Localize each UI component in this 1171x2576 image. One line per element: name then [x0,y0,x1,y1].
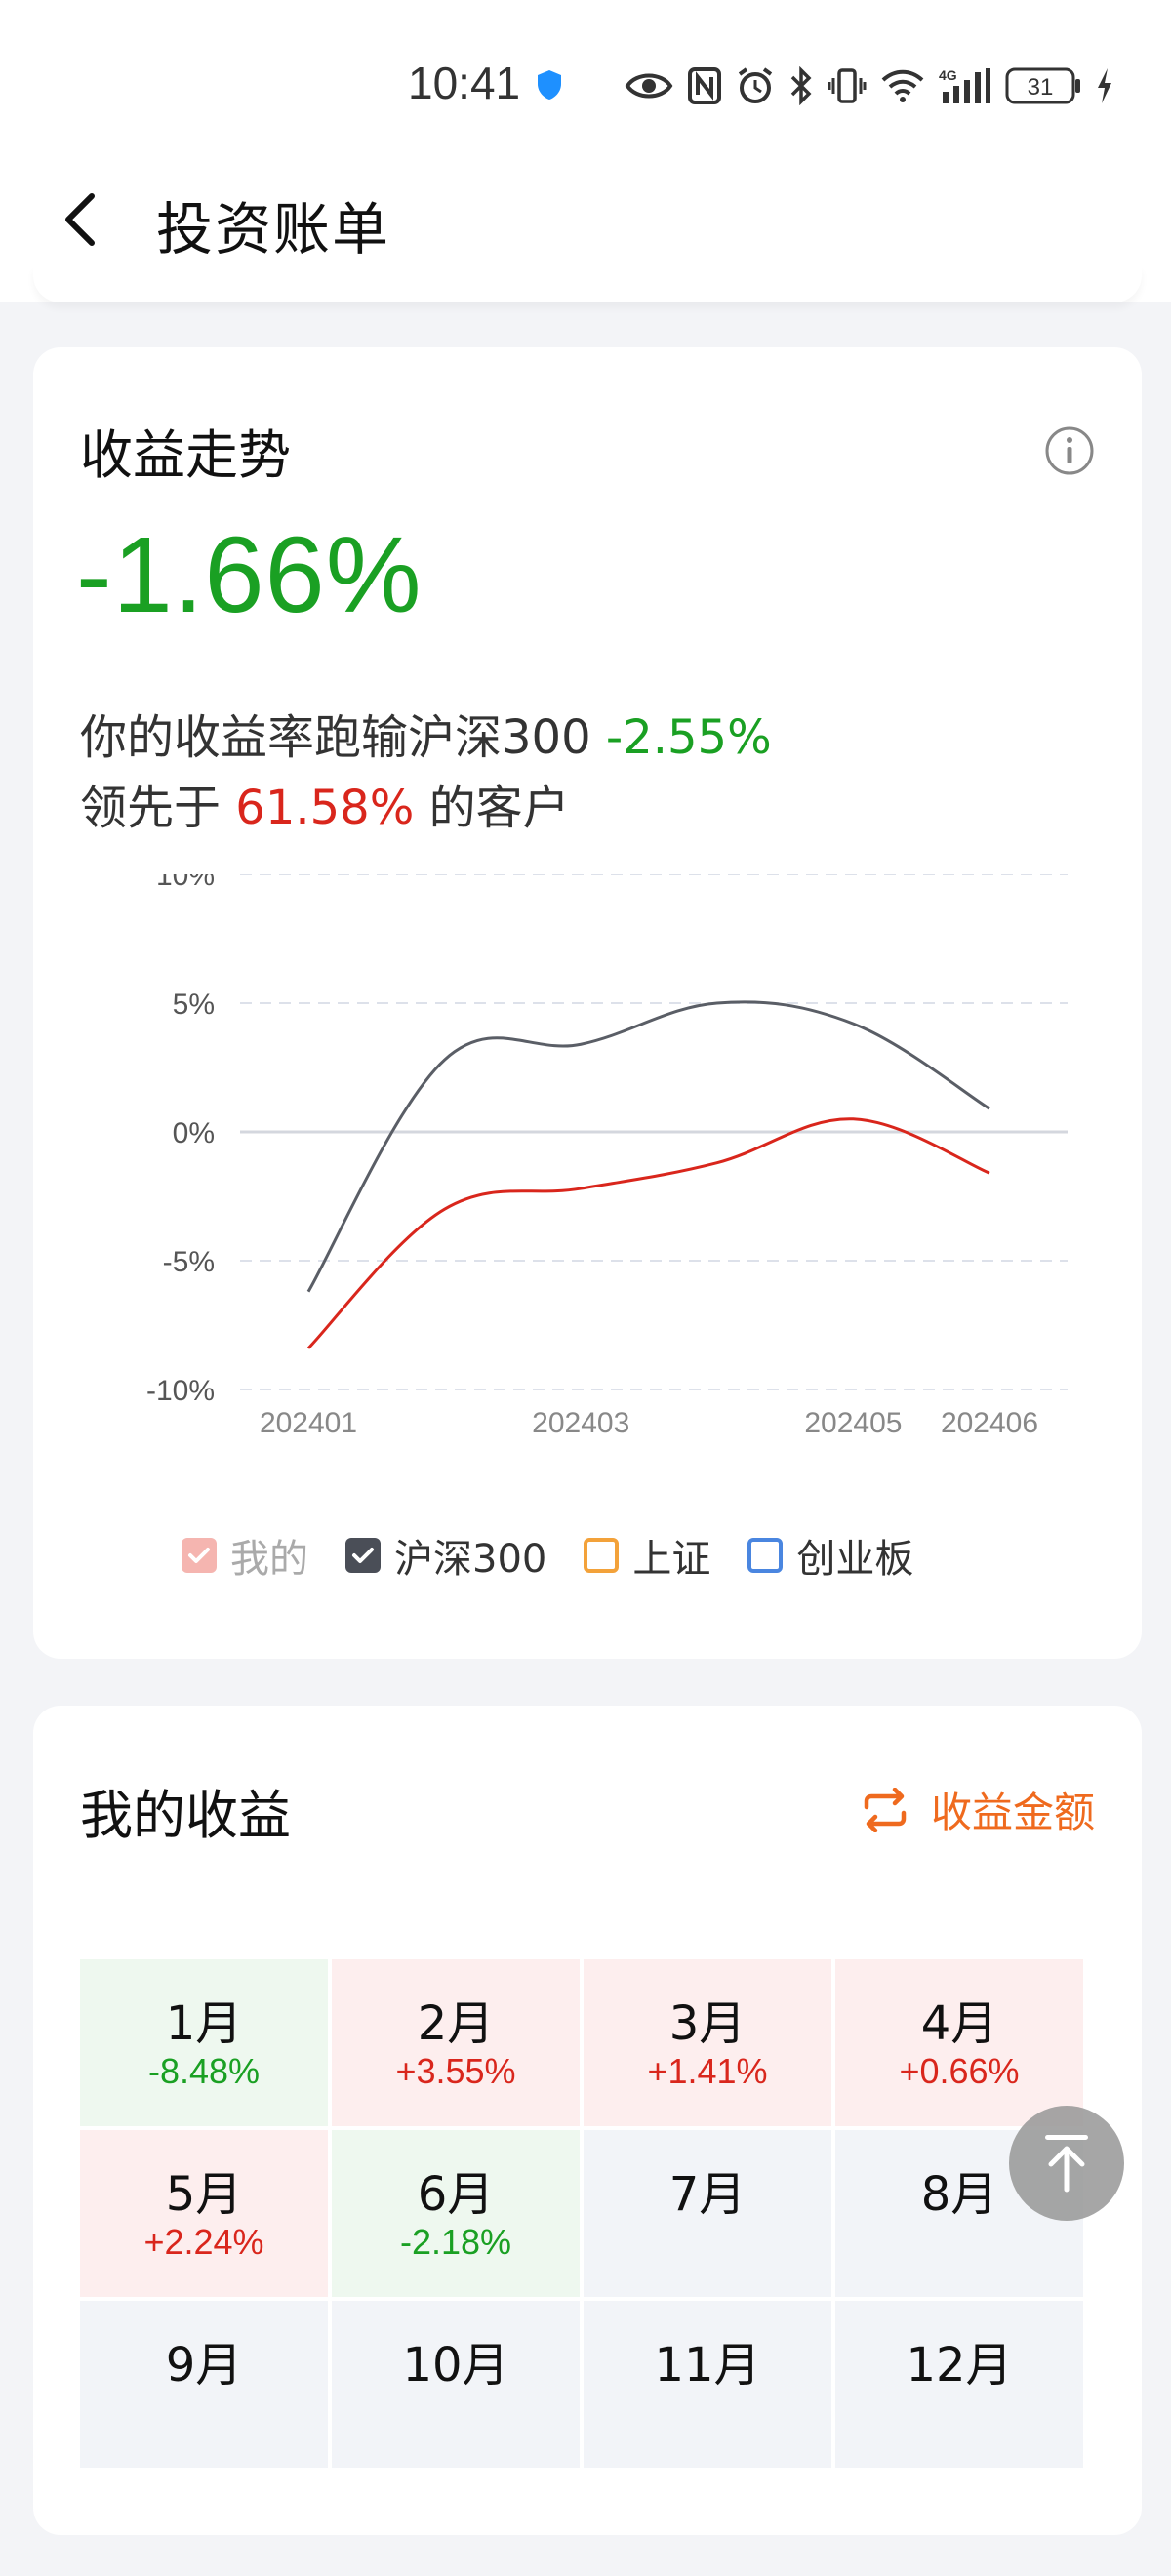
month-label: 8月 [920,2167,998,2222]
legend-item[interactable]: 创业板 [747,1527,913,1584]
month-cell[interactable]: 12月 [835,2301,1083,2468]
chart-legend: 我的 沪深300 上证 创业板 [182,1526,950,1585]
month-label: 5月 [165,2167,243,2222]
lead-suffix: 的客户 [428,781,570,835]
status-bar: 10:41 4G [0,0,1171,166]
y-tick-label: 10% [156,874,215,892]
income-card: 我的收益 收益金额 1月 -8.48% 2月 +3.55% 3月 +1.41% 4月 +0.6… [33,1706,1142,2535]
month-cell[interactable]: 4月 +0.66% [835,1959,1083,2126]
trend-card: 收益走势 -1.66% 你的收益率跑输沪深300 -2.55% 领先于 61.5… [33,347,1142,1659]
month-return: +3.55% [395,2051,516,2091]
month-cell[interactable]: 2月 +3.55% [332,1959,580,2126]
battery-icon: 31 [1005,67,1080,104]
checkbox-unchecked-icon [747,1538,784,1573]
legend-item[interactable]: 上证 [584,1527,710,1584]
month-label: 6月 [417,2167,495,2222]
month-cell[interactable]: 3月 +1.41% [584,1959,831,2126]
charging-icon [1098,68,1111,103]
month-cell[interactable]: 10月 [332,2301,580,2468]
scroll-top-button[interactable] [1009,2106,1124,2221]
legend-label: 上证 [632,1537,711,1582]
battery-level: 31 [1028,74,1054,101]
wifi-icon [881,69,924,102]
trend-chart: 10% 5% 0% -5% -10% 202401 202403 202405 202406 [146,874,1068,1439]
month-return: +1.41% [647,2051,768,2091]
checkbox-checked-icon [182,1538,217,1573]
shield-icon [538,70,561,100]
y-tick-label: -10% [146,1375,215,1407]
checkbox-unchecked-icon [584,1538,620,1573]
month-label: 2月 [417,1996,495,2051]
swap-icon [864,1787,907,1832]
compare-customers: 领先于 61.58% 的客户 [80,769,570,837]
month-label: 7月 [668,2167,747,2222]
legend-item[interactable]: 我的 [182,1527,308,1584]
series-line [306,1117,990,1349]
lead-prefix: 领先于 [80,781,222,835]
trend-value: -1.66% [76,515,423,635]
trend-title: 收益走势 [80,424,291,486]
month-label: 1月 [165,1996,243,2051]
compare-prefix: 你的收益率跑输沪深300 [80,710,591,765]
alarm-icon [738,67,773,103]
month-cell[interactable]: 1月 -8.48% [80,1959,328,2126]
vibrate-icon [828,68,867,103]
checkbox-checked-icon [345,1538,381,1573]
month-label: 9月 [165,2338,243,2393]
month-grid: 1月 -8.48% 2月 +3.55% 3月 +1.41% 4月 +0.66% 5月 +2.24%… [80,1959,1110,2471]
month-cell[interactable]: 5月 +2.24% [80,2130,328,2297]
month-cell[interactable]: 11月 [584,2301,831,2468]
compare-value: -2.55% [605,710,772,765]
month-return: +2.24% [143,2222,264,2262]
month-cell[interactable]: 9月 [80,2301,328,2468]
status-time: 10:41 [408,58,521,108]
legend-label: 创业板 [796,1537,914,1582]
x-tick-label: 202405 [804,1407,902,1439]
month-cell[interactable]: 6月 -2.18% [332,2130,580,2297]
y-tick-label: 5% [173,988,215,1021]
toggle-amount-button[interactable]: 收益金额 [861,1780,1095,1839]
status-icons: 4G 31 [625,59,1114,113]
arrow-up-icon [1045,2135,1088,2193]
month-return: -2.18% [399,2222,512,2262]
month-return: -8.48% [147,2051,261,2091]
month-cell[interactable]: 7月 [584,2130,831,2297]
legend-item[interactable]: 沪深300 [345,1527,546,1584]
bluetooth-icon [790,66,812,105]
month-label: 10月 [402,2338,509,2393]
legend-label: 沪深300 [394,1537,547,1582]
eye-icon [625,73,673,99]
signal-4g-icon: 4G [939,67,990,103]
y-tick-label: -5% [163,1246,215,1278]
back-icon[interactable] [61,190,100,249]
series-line [306,1000,990,1293]
month-return: +0.66% [899,2051,1020,2091]
nfc-icon [688,67,721,104]
month-label: 4月 [920,1996,998,2051]
month-label: 3月 [668,1996,747,2051]
svg-text:4G: 4G [939,67,957,83]
month-label: 12月 [906,2338,1013,2393]
month-label: 11月 [654,2338,761,2393]
x-tick-label: 202403 [532,1407,629,1439]
page-title: 投资账单 [156,196,391,262]
info-icon[interactable] [1044,425,1095,476]
toggle-label: 收益金额 [930,1789,1095,1836]
legend-label: 我的 [230,1537,308,1582]
lead-value: 61.58% [235,781,415,835]
compare-benchmark: 你的收益率跑输沪深300 -2.55% [80,699,772,767]
x-tick-label: 202401 [260,1407,357,1439]
previous-card-edge [33,265,1142,302]
y-tick-label: 0% [173,1117,215,1149]
x-tick-label: 202406 [941,1407,1038,1439]
income-title: 我的收益 [80,1785,291,1846]
